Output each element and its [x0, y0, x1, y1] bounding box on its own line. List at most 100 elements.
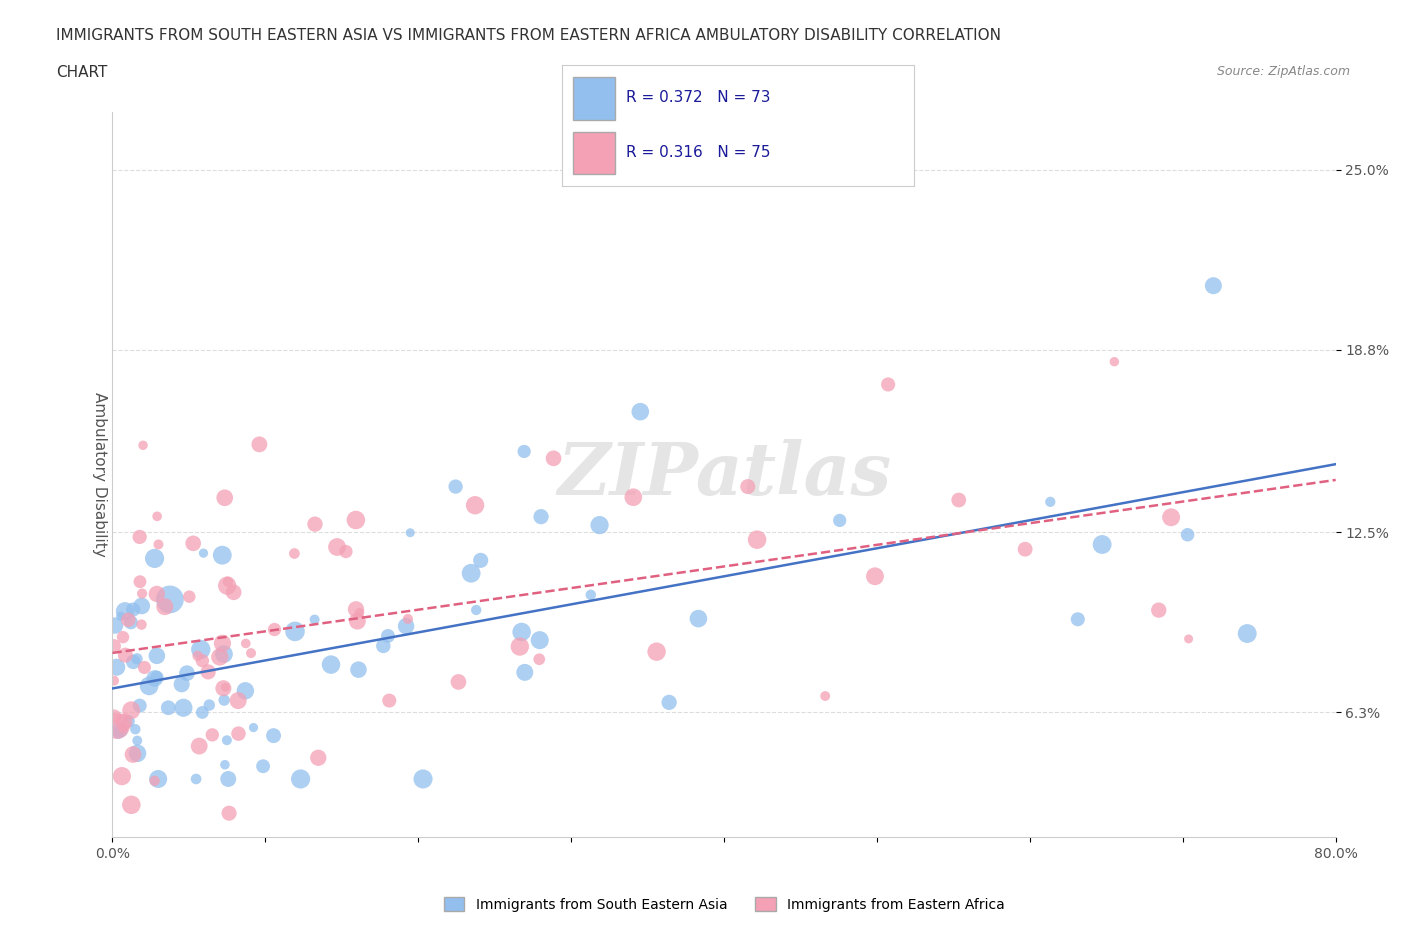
Point [346, 614, 368, 629]
Point [513, 665, 536, 680]
Bar [574, 131, 614, 174]
Point [143, 774, 166, 789]
Point [235, 684, 257, 698]
Point [184, 772, 207, 787]
Point [190, 642, 212, 657]
Point [129, 574, 152, 589]
Point [132, 438, 155, 453]
Point [529, 652, 551, 667]
Text: R = 0.372   N = 73: R = 0.372 N = 73 [626, 90, 770, 105]
Point [460, 565, 482, 580]
Point [131, 586, 153, 601]
Point [814, 688, 837, 703]
Point [176, 666, 198, 681]
Point [218, 805, 240, 820]
Point [143, 551, 166, 565]
Point [214, 757, 236, 772]
Point [447, 674, 470, 689]
Point [412, 772, 434, 787]
Point [131, 618, 153, 632]
Point [217, 575, 239, 590]
Point [124, 722, 146, 737]
Point [395, 618, 418, 633]
Point [247, 437, 270, 452]
Point [579, 588, 602, 603]
Point [737, 479, 759, 494]
Point [304, 612, 326, 627]
Point [688, 611, 710, 626]
Point [191, 653, 214, 668]
Point [1091, 537, 1114, 551]
Point [146, 772, 169, 787]
Point [201, 727, 224, 742]
Point [510, 625, 533, 640]
Point [948, 493, 970, 508]
Point [228, 726, 250, 741]
Point [104, 618, 127, 633]
Point [226, 693, 249, 708]
Point [187, 648, 209, 663]
Point [628, 405, 651, 419]
Text: Source: ZipAtlas.com: Source: ZipAtlas.com [1216, 65, 1350, 78]
Point [146, 670, 169, 684]
Point [304, 517, 326, 532]
Point [212, 693, 235, 708]
Point [470, 553, 492, 568]
Point [122, 602, 145, 617]
Point [112, 714, 135, 729]
Point [290, 772, 312, 787]
Point [127, 733, 149, 748]
Point [319, 658, 342, 672]
Point [1236, 626, 1258, 641]
Point [252, 759, 274, 774]
Point [103, 709, 125, 724]
Point [103, 639, 125, 654]
Point [621, 490, 644, 505]
Point [530, 510, 553, 525]
Point [373, 639, 395, 654]
Point [242, 720, 264, 735]
Point [658, 695, 681, 710]
Point [111, 630, 134, 644]
Point [326, 539, 349, 554]
Point [193, 546, 215, 561]
Point [509, 639, 531, 654]
Point [179, 590, 201, 604]
Point [120, 615, 142, 630]
Point [263, 728, 285, 743]
Point [1147, 603, 1170, 618]
Point [153, 599, 176, 614]
Point [240, 645, 263, 660]
Point [347, 662, 370, 677]
Point [217, 772, 239, 787]
Text: IMMIGRANTS FROM SOUTH EASTERN ASIA VS IMMIGRANTS FROM EASTERN AFRICA AMBULATORY : IMMIGRANTS FROM SOUTH EASTERN ASIA VS IM… [56, 28, 1001, 43]
Point [588, 518, 610, 533]
Y-axis label: Ambulatory Disability: Ambulatory Disability [91, 392, 107, 557]
Point [1067, 612, 1090, 627]
Bar [574, 77, 614, 120]
Point [399, 525, 422, 540]
Point [138, 679, 160, 694]
Point [745, 532, 768, 547]
Point [170, 677, 193, 692]
Point [513, 444, 536, 458]
Point [172, 700, 194, 715]
Point [464, 498, 486, 512]
Point [107, 725, 129, 740]
Point [122, 655, 145, 670]
Legend: Immigrants from South Eastern Asia, Immigrants from Eastern Africa: Immigrants from South Eastern Asia, Immi… [439, 891, 1010, 917]
Point [263, 622, 285, 637]
Point [1104, 354, 1126, 369]
Point [128, 529, 150, 544]
Point [188, 738, 211, 753]
Point [114, 647, 136, 662]
Point [1039, 495, 1062, 510]
Point [114, 604, 136, 618]
Point [146, 587, 169, 602]
Point [214, 680, 236, 695]
Point [198, 698, 221, 712]
Point [146, 509, 169, 524]
Point [217, 578, 239, 593]
Point [235, 636, 257, 651]
Point [110, 609, 132, 624]
